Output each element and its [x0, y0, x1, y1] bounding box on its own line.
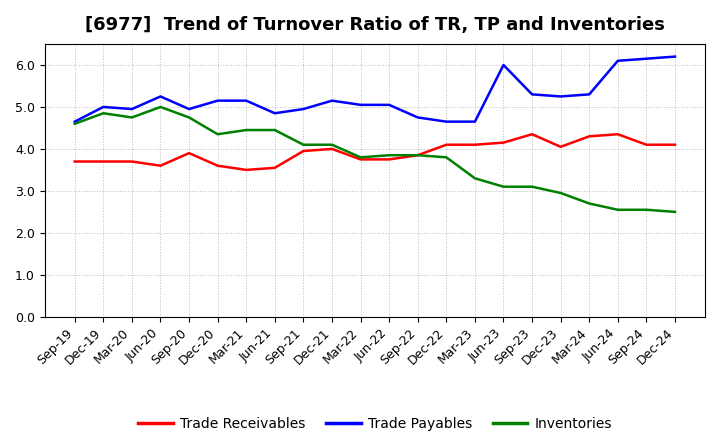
Trade Receivables — [413, 153, 422, 158]
Trade Payables — [384, 102, 393, 107]
Trade Payables — [585, 92, 593, 97]
Trade Receivables — [328, 146, 336, 151]
Trade Payables — [299, 106, 307, 112]
Trade Payables — [328, 98, 336, 103]
Trade Payables — [213, 98, 222, 103]
Inventories — [71, 121, 79, 126]
Trade Payables — [271, 110, 279, 116]
Inventories — [442, 155, 451, 160]
Inventories — [499, 184, 508, 189]
Trade Payables — [185, 106, 194, 112]
Legend: Trade Receivables, Trade Payables, Inventories: Trade Receivables, Trade Payables, Inven… — [132, 411, 617, 436]
Trade Receivables — [613, 132, 622, 137]
Trade Receivables — [127, 159, 136, 164]
Trade Receivables — [213, 163, 222, 169]
Trade Receivables — [442, 142, 451, 147]
Inventories — [557, 191, 565, 196]
Trade Payables — [670, 54, 679, 59]
Trade Receivables — [384, 157, 393, 162]
Trade Payables — [356, 102, 365, 107]
Trade Payables — [642, 56, 651, 61]
Inventories — [356, 155, 365, 160]
Trade Payables — [613, 58, 622, 63]
Trade Receivables — [557, 144, 565, 150]
Trade Payables — [442, 119, 451, 124]
Inventories — [242, 128, 251, 133]
Inventories — [642, 207, 651, 213]
Trade Receivables — [242, 167, 251, 172]
Trade Receivables — [471, 142, 480, 147]
Inventories — [213, 132, 222, 137]
Trade Receivables — [642, 142, 651, 147]
Trade Receivables — [670, 142, 679, 147]
Trade Receivables — [156, 163, 165, 169]
Trade Payables — [71, 119, 79, 124]
Inventories — [185, 115, 194, 120]
Inventories — [99, 110, 107, 116]
Inventories — [670, 209, 679, 215]
Title: [6977]  Trend of Turnover Ratio of TR, TP and Inventories: [6977] Trend of Turnover Ratio of TR, TP… — [85, 16, 665, 34]
Trade Payables — [99, 104, 107, 110]
Trade Payables — [413, 115, 422, 120]
Inventories — [127, 115, 136, 120]
Inventories — [528, 184, 536, 189]
Trade Receivables — [99, 159, 107, 164]
Trade Receivables — [185, 150, 194, 156]
Inventories — [613, 207, 622, 213]
Trade Receivables — [271, 165, 279, 170]
Trade Payables — [528, 92, 536, 97]
Inventories — [156, 104, 165, 110]
Trade Payables — [242, 98, 251, 103]
Trade Payables — [471, 119, 480, 124]
Line: Trade Receivables: Trade Receivables — [75, 134, 675, 170]
Inventories — [585, 201, 593, 206]
Trade Receivables — [299, 148, 307, 154]
Line: Inventories: Inventories — [75, 107, 675, 212]
Trade Receivables — [71, 159, 79, 164]
Inventories — [328, 142, 336, 147]
Inventories — [299, 142, 307, 147]
Trade Payables — [156, 94, 165, 99]
Inventories — [271, 128, 279, 133]
Trade Receivables — [499, 140, 508, 145]
Trade Payables — [557, 94, 565, 99]
Trade Payables — [499, 62, 508, 68]
Inventories — [471, 176, 480, 181]
Trade Receivables — [528, 132, 536, 137]
Trade Payables — [127, 106, 136, 112]
Trade Receivables — [356, 157, 365, 162]
Line: Trade Payables: Trade Payables — [75, 57, 675, 121]
Inventories — [413, 153, 422, 158]
Inventories — [384, 153, 393, 158]
Trade Receivables — [585, 134, 593, 139]
